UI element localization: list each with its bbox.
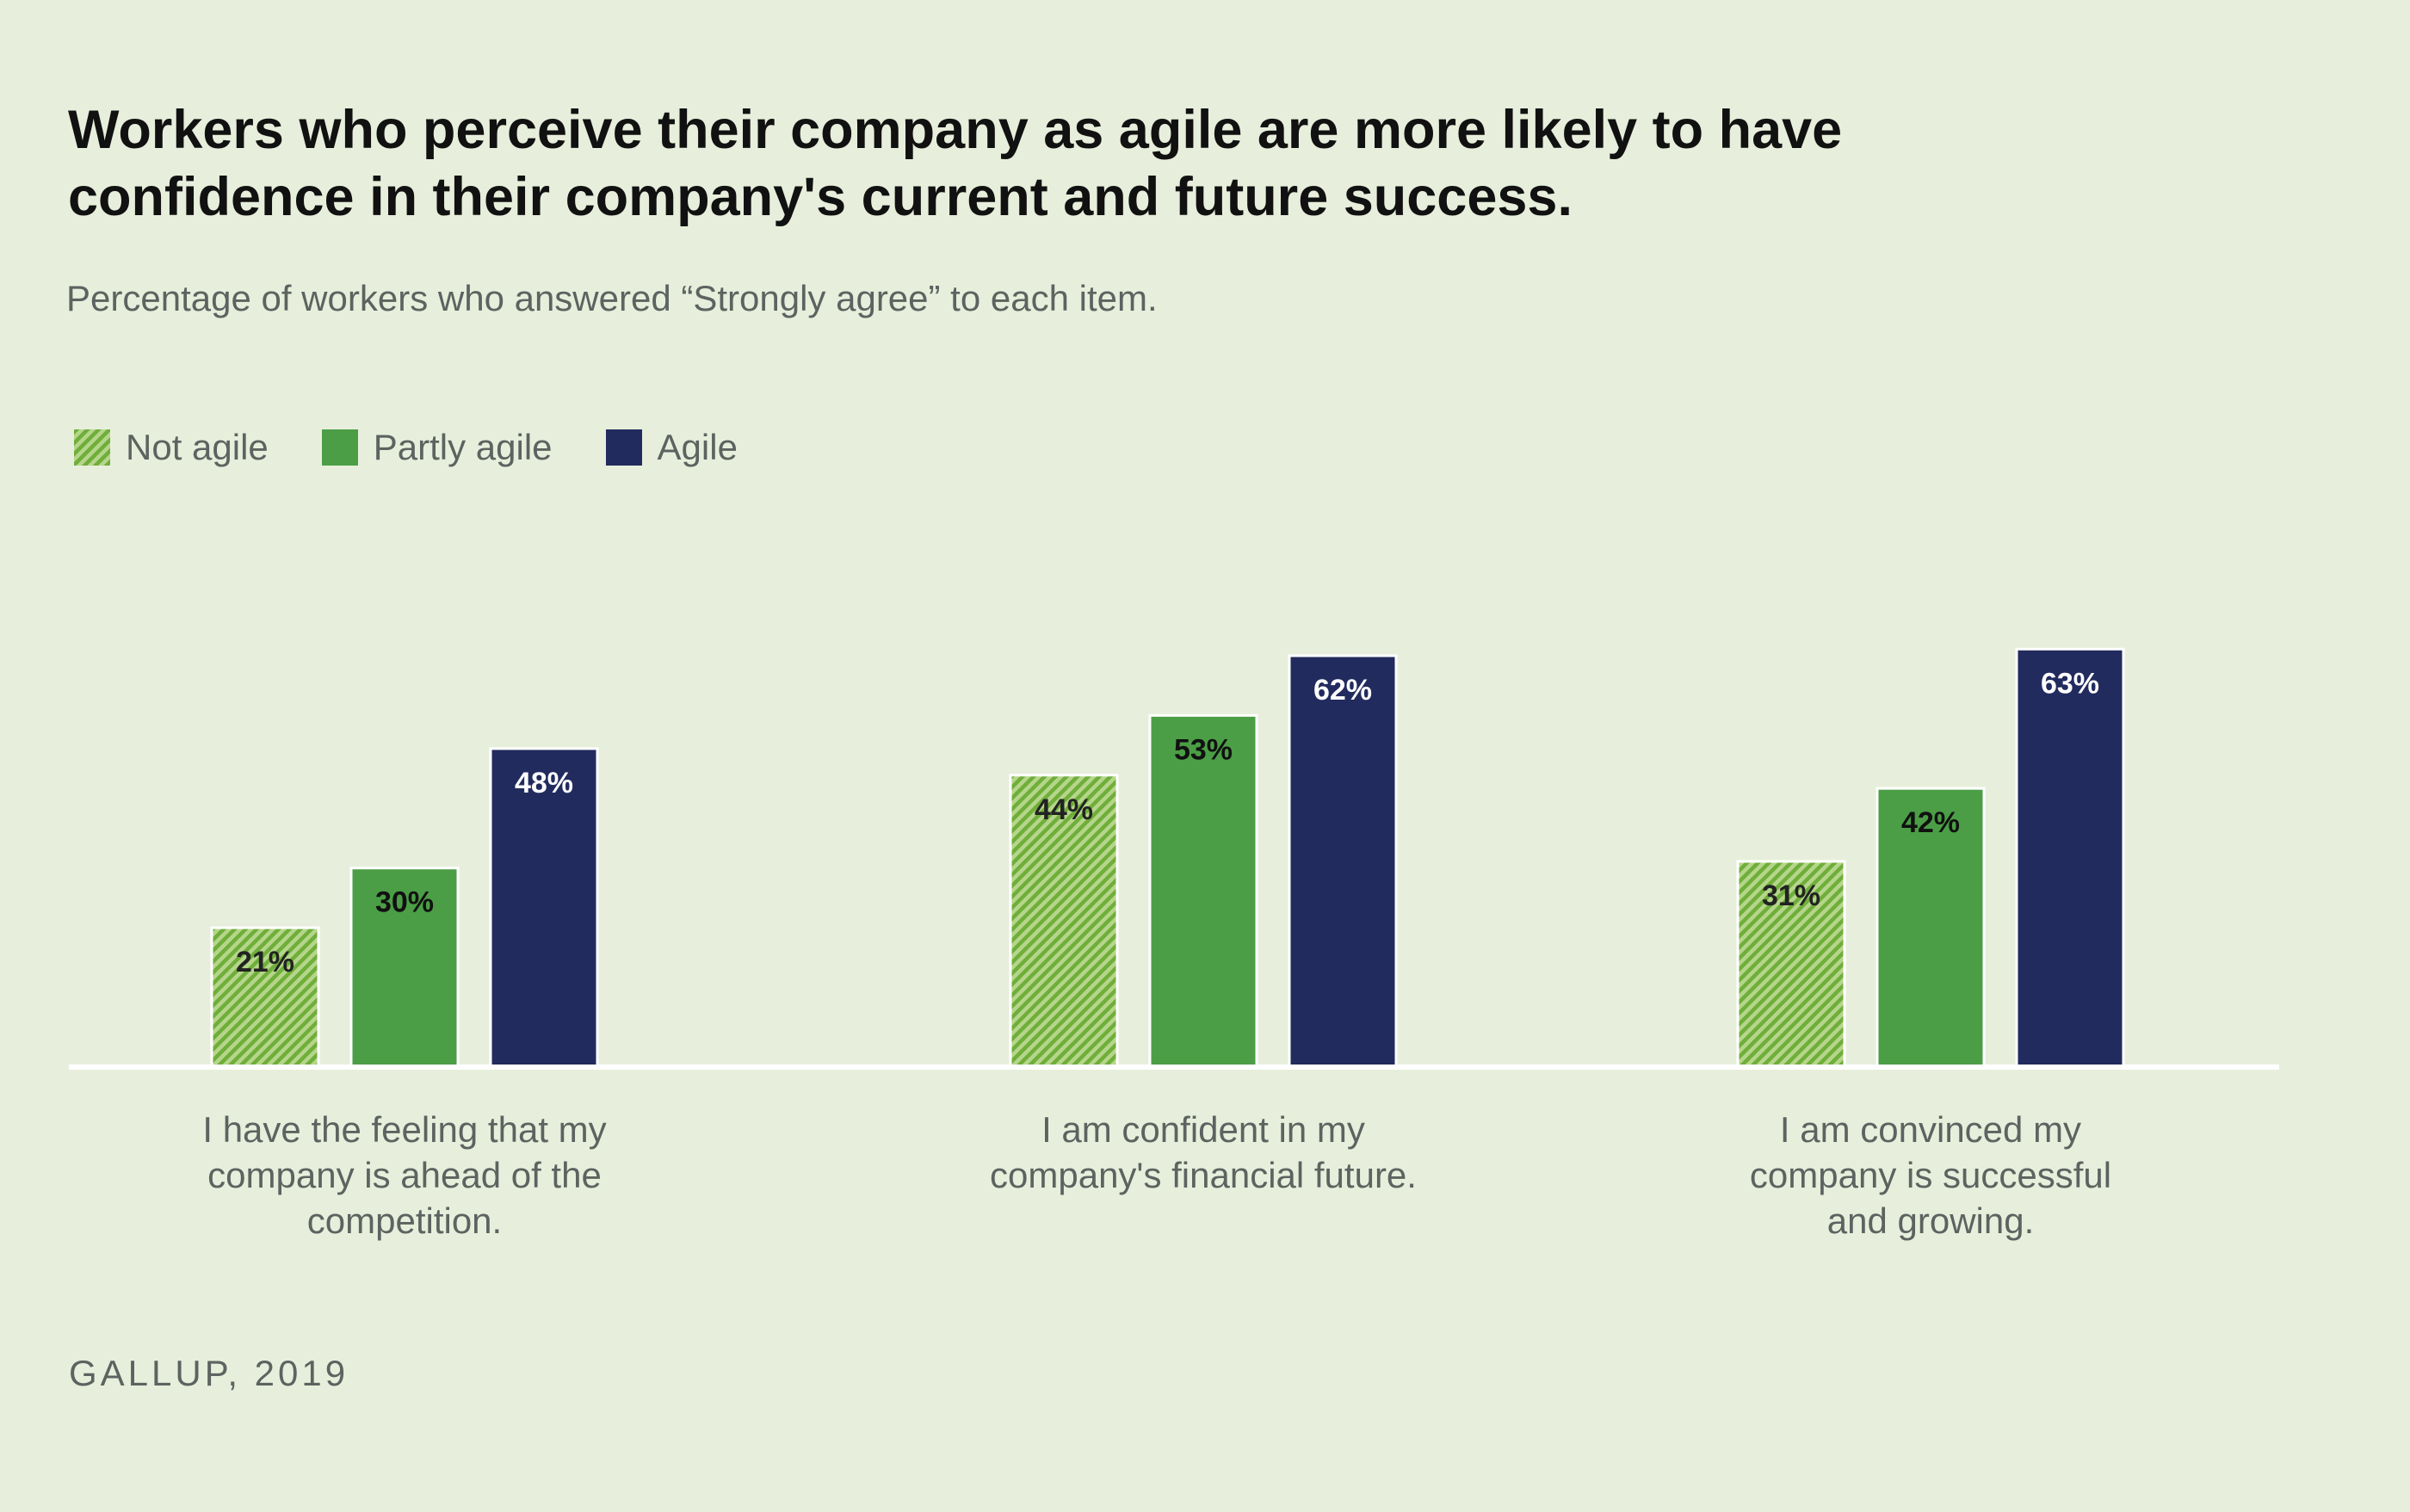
data-label-agile-1: 48% (515, 767, 573, 799)
category-label-1-line-2: company is ahead of the (207, 1155, 602, 1195)
bar-not-agile-1 (210, 926, 320, 1069)
legend-label-partly-agile: Partly agile (373, 427, 553, 467)
category-label-1-line-1: I have the feeling that my (202, 1109, 606, 1150)
bar-agile-2 (1288, 654, 1398, 1069)
category-label-3-line-1: I am convinced my (1780, 1109, 2081, 1150)
data-label-agile-3: 63% (2041, 667, 2099, 700)
legend-item-partly-agile: Partly agile (321, 427, 553, 468)
legend-label-not-agile: Not agile (126, 427, 269, 467)
data-label-not-agile-3: 31% (1762, 879, 1820, 912)
chart-legend: Not agile Partly agile Agile (74, 427, 791, 468)
bar-agile-1 (489, 747, 599, 1069)
data-label-not-agile-1: 21% (236, 946, 294, 978)
bars-layer (210, 647, 2125, 1069)
bar-not-agile-2 (1009, 774, 1119, 1069)
chart-subtitle: Percentage of workers who answered “Stro… (66, 278, 1158, 318)
category-label-3-line-2: company is successful (1750, 1155, 2111, 1195)
labels-layer: 21% 30% 48% I have the feeling that my compa… (202, 667, 2111, 1241)
chart-title: Workers who perceive their company as ag… (68, 100, 1843, 227)
category-label-3-line-3: and growing. (1827, 1200, 2035, 1241)
category-label-1-line-3: competition. (307, 1200, 502, 1241)
legend-swatch-partly-agile (321, 429, 358, 466)
bar-agile-3 (2015, 647, 2125, 1069)
source-credit: GALLUP, 2019 (69, 1353, 349, 1393)
data-label-not-agile-2: 44% (1035, 793, 1093, 826)
data-label-agile-2: 62% (1313, 674, 1372, 707)
data-label-partly-agile-1: 30% (375, 886, 434, 919)
bar-partly-agile-1 (349, 867, 460, 1069)
category-label-2-line-1: I am confident in my (1041, 1109, 1365, 1150)
data-label-partly-agile-2: 53% (1174, 733, 1233, 766)
legend-swatch-agile (605, 429, 642, 466)
data-label-partly-agile-3: 42% (1901, 806, 1960, 839)
bar-partly-agile-3 (1875, 787, 1986, 1069)
legend-item-not-agile: Not agile (74, 427, 269, 468)
legend-item-agile: Agile (605, 427, 738, 468)
legend-label-agile: Agile (657, 427, 738, 467)
category-label-2-line-2: company's financial future. (990, 1155, 1417, 1195)
bar-not-agile-3 (1736, 860, 1846, 1069)
legend-swatch-not-agile (74, 429, 110, 466)
bar-partly-agile-2 (1148, 713, 1258, 1069)
